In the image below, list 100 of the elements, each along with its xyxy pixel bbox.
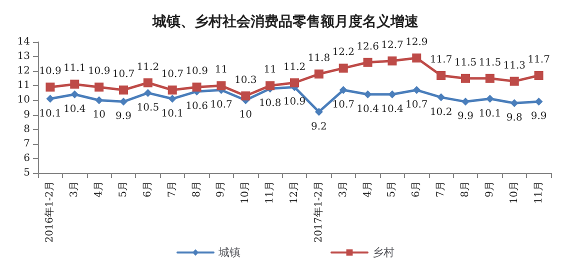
data-label: 10.9 xyxy=(283,96,306,108)
point xyxy=(266,81,275,90)
y-tick-label: 6 xyxy=(24,152,30,164)
data-label: 10 xyxy=(239,110,252,121)
data-label: 9.2 xyxy=(310,121,327,132)
point xyxy=(462,98,470,106)
data-label: 11 xyxy=(214,64,228,76)
x-tick-label: 9月 xyxy=(216,181,227,198)
point xyxy=(95,96,104,104)
x-tick-label: 10月 xyxy=(508,181,520,204)
point xyxy=(119,86,128,95)
x-tick-label: 5月 xyxy=(118,181,129,198)
data-label: 9.9 xyxy=(116,111,132,122)
chart-title: 城镇、乡村社会消费品零售额月度名义增速 xyxy=(152,13,420,30)
point xyxy=(120,98,128,106)
x-tick-label: 4月 xyxy=(362,181,374,198)
x-tick-label: 10月 xyxy=(240,181,252,204)
point xyxy=(339,86,348,94)
data-label: 10.5 xyxy=(136,102,160,114)
data-label: 10.1 xyxy=(39,108,62,120)
data-label: 12.9 xyxy=(406,37,428,48)
point xyxy=(412,86,421,94)
point xyxy=(144,88,152,97)
y-tick-label: 10 xyxy=(17,94,30,106)
point xyxy=(46,82,55,92)
legend-label: 城镇 xyxy=(218,246,240,259)
x-tick-label: 6月 xyxy=(142,181,154,198)
data-label: 10.6 xyxy=(186,100,208,112)
y-tick-label: 11 xyxy=(17,80,30,92)
point xyxy=(70,80,80,89)
data-label: 10.9 xyxy=(186,66,208,78)
x-tick-label: 2017年1-2月 xyxy=(312,181,324,243)
point xyxy=(436,70,446,80)
data-label: 12.7 xyxy=(381,40,404,51)
x-tick-label: 8月 xyxy=(191,181,202,198)
data-label: 10 xyxy=(92,110,106,121)
point xyxy=(534,98,543,106)
x-tick-label: 9月 xyxy=(484,181,496,198)
point xyxy=(510,99,518,108)
data-label: 10.7 xyxy=(112,69,135,80)
data-label: 11.8 xyxy=(308,53,330,64)
point xyxy=(534,70,544,80)
point xyxy=(143,78,152,88)
point xyxy=(94,82,104,92)
point xyxy=(412,54,422,63)
point xyxy=(168,94,176,103)
x-tick-label: 12月 xyxy=(289,181,300,204)
data-label: 10.7 xyxy=(210,100,232,111)
point xyxy=(485,74,494,83)
y-tick-label: 13 xyxy=(17,51,30,62)
x-tick-label: 3月 xyxy=(69,181,80,198)
point xyxy=(364,90,372,98)
y-tick-label: 5 xyxy=(24,168,30,178)
data-label: 10.9 xyxy=(39,66,62,78)
point xyxy=(70,90,79,98)
point xyxy=(338,64,348,73)
y-tick-label: 7 xyxy=(24,138,30,150)
point xyxy=(192,82,202,92)
point xyxy=(168,86,177,95)
legend-label: 乡村 xyxy=(372,246,394,259)
x-tick-label: 6月 xyxy=(411,181,422,198)
data-label: 10.7 xyxy=(332,100,354,111)
x-tick-label: 11月 xyxy=(264,181,276,204)
data-label: 10.1 xyxy=(161,108,184,120)
data-label: 11.7 xyxy=(430,54,452,66)
data-label: 10.1 xyxy=(478,108,502,120)
data-label: 10.9 xyxy=(88,66,110,78)
point xyxy=(388,90,396,98)
data-label: 11.5 xyxy=(478,57,502,68)
x-tick-label: 8月 xyxy=(460,181,471,198)
point xyxy=(363,58,372,67)
data-label: 11.3 xyxy=(503,60,526,72)
data-label: 10.3 xyxy=(234,74,257,86)
data-label: 11.7 xyxy=(528,54,550,66)
point xyxy=(388,56,397,66)
point xyxy=(486,94,494,103)
point xyxy=(437,93,446,102)
data-label: 11.2 xyxy=(283,62,306,73)
point xyxy=(216,81,226,90)
x-tick-label: 7月 xyxy=(166,181,178,198)
x-tick-label: 11月 xyxy=(533,181,544,204)
x-tick-label: 7月 xyxy=(436,181,447,198)
y-tick-label: 12 xyxy=(17,66,30,77)
data-label: 9.8 xyxy=(506,112,522,124)
data-label: 9.9 xyxy=(458,111,474,122)
data-label: 10.2 xyxy=(430,106,452,118)
data-label: 11 xyxy=(264,64,276,76)
data-label: 10.4 xyxy=(381,104,404,115)
data-label: 10.7 xyxy=(406,100,428,111)
data-label: 10.7 xyxy=(161,69,184,80)
point xyxy=(510,76,519,86)
data-label: 10.4 xyxy=(356,104,379,115)
data-label: 12.2 xyxy=(332,47,354,58)
x-tick-label: 3月 xyxy=(338,181,349,198)
y-tick-label: 14 xyxy=(17,36,30,48)
point xyxy=(46,94,54,103)
data-label: 10.8 xyxy=(258,98,282,110)
point xyxy=(241,91,250,100)
y-tick-label: 8 xyxy=(24,124,30,135)
x-tick-label: 4月 xyxy=(94,181,105,198)
